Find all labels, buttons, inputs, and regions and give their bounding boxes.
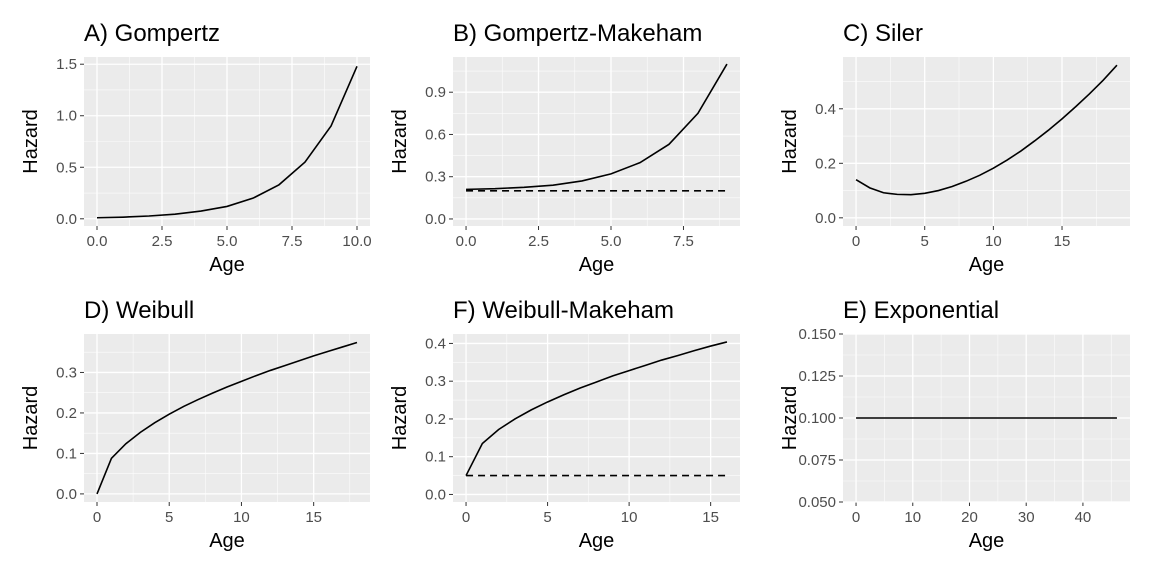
x-axis-title: Age xyxy=(209,530,245,552)
y-tick-label: 1.5 xyxy=(56,56,77,73)
y-tick-label: 0.125 xyxy=(798,368,836,385)
panel-background xyxy=(84,334,370,502)
panel-background xyxy=(843,57,1130,226)
chart-panel: 0 5 10 15 0.0 0.2 0.4 C) Siler Age Hazard xyxy=(779,20,1130,276)
x-tick-label: 2.5 xyxy=(528,233,549,250)
panel-title: A) Gompertz xyxy=(84,20,220,47)
panel-background xyxy=(453,57,740,226)
hazard-curve xyxy=(465,341,728,476)
y-tick-label: 0.6 xyxy=(425,126,446,143)
x-tick-label: 0 xyxy=(93,509,101,526)
x-tick-label: 10 xyxy=(985,233,1002,250)
x-tick-label: 5.0 xyxy=(217,233,238,250)
panel-title: B) Gompertz-Makeham xyxy=(453,20,702,47)
hazard-curve xyxy=(466,63,728,191)
y-tick-label: 0.3 xyxy=(56,364,77,381)
y-tick-label: 0.0 xyxy=(56,486,77,503)
y-tick-label: 0.3 xyxy=(425,373,446,390)
y-tick-label: 0.5 xyxy=(56,159,77,176)
x-tick-label: 5 xyxy=(921,233,929,250)
x-tick-label: 15 xyxy=(1054,233,1071,250)
x-tick-label: 5.0 xyxy=(601,233,622,250)
y-tick-label: 0.075 xyxy=(798,452,836,469)
y-tick-label: 0.3 xyxy=(425,169,446,186)
y-tick-label: 0.150 xyxy=(798,326,836,343)
x-axis-title: Age xyxy=(969,254,1005,276)
x-tick-label: 0.0 xyxy=(456,233,477,250)
y-axis-title: Hazard xyxy=(20,109,42,173)
x-axis-title: Age xyxy=(579,530,615,552)
x-axis-title: Age xyxy=(969,530,1005,552)
x-tick-label: 10 xyxy=(233,509,250,526)
y-tick-label: 0.050 xyxy=(798,494,836,511)
panel-title: F) Weibull-Makeham xyxy=(453,297,674,324)
x-tick-label: 10 xyxy=(904,509,921,526)
x-tick-label: 0.0 xyxy=(87,233,108,250)
y-axis-title: Hazard xyxy=(20,386,42,450)
chart-panel: 0.0 2.5 5.0 7.5 10.0 0.0 0.5 1.0 1.5 A) Gompertz A… xyxy=(20,20,372,276)
x-tick-label: 0 xyxy=(852,509,860,526)
y-axis-title: Hazard xyxy=(389,109,411,173)
y-tick-label: 0.4 xyxy=(815,101,836,118)
y-axis-title: Hazard xyxy=(779,386,801,450)
panel-title: E) Exponential xyxy=(843,297,999,324)
x-tick-label: 2.5 xyxy=(152,233,173,250)
hazard-curve xyxy=(96,341,358,495)
y-tick-label: 0.1 xyxy=(56,445,77,462)
y-tick-label: 0.0 xyxy=(815,210,836,227)
y-tick-label: 0.2 xyxy=(56,405,77,422)
y-tick-label: 0.2 xyxy=(815,155,836,172)
chart-panel: 0 5 10 15 0.0 0.1 0.2 0.3 0.4 F) Weibull-Makeham A… xyxy=(389,297,740,552)
hazard-curve xyxy=(96,65,358,219)
y-tick-label: 0.100 xyxy=(798,410,836,427)
x-tick-label: 5 xyxy=(543,509,551,526)
y-axis-title: Hazard xyxy=(389,386,411,450)
x-tick-label: 0 xyxy=(462,509,470,526)
y-tick-label: 0.0 xyxy=(56,211,77,228)
chart-panel: 0 5 10 15 0.0 0.1 0.2 0.3 D) Weibull Age Hazard xyxy=(20,297,370,552)
x-tick-label: 40 xyxy=(1075,509,1092,526)
x-tick-label: 10 xyxy=(621,509,638,526)
x-tick-label: 20 xyxy=(961,509,978,526)
x-tick-label: 0 xyxy=(852,233,860,250)
x-axis-title: Age xyxy=(579,254,615,276)
x-axis-title: Age xyxy=(209,254,245,276)
panel-background xyxy=(453,334,740,502)
x-tick-label: 10.0 xyxy=(342,233,371,250)
y-tick-label: 0.1 xyxy=(425,449,446,466)
y-tick-label: 0.0 xyxy=(425,211,446,228)
y-tick-label: 0.9 xyxy=(425,84,446,101)
hazard-curve xyxy=(855,64,1118,196)
chart-panel: 0.0 2.5 5.0 7.5 0.0 0.3 0.6 0.9 B) Gompertz-Make… xyxy=(389,20,740,276)
y-tick-label: 0.2 xyxy=(425,411,446,428)
y-tick-label: 0.4 xyxy=(425,335,446,352)
y-tick-label: 0.0 xyxy=(425,486,446,503)
x-tick-label: 7.5 xyxy=(673,233,694,250)
y-axis-title: Hazard xyxy=(779,109,801,173)
x-tick-label: 7.5 xyxy=(282,233,303,250)
panel-title: D) Weibull xyxy=(84,297,194,324)
chart-panel: 0 10 20 30 40 0.050 0.075 0.100 0.125 0.150 E) Exp… xyxy=(779,297,1130,552)
y-tick-label: 1.0 xyxy=(56,108,77,125)
x-tick-label: 30 xyxy=(1018,509,1035,526)
x-tick-label: 15 xyxy=(305,509,322,526)
x-tick-label: 15 xyxy=(702,509,719,526)
panel-title: C) Siler xyxy=(843,20,923,47)
x-tick-label: 5 xyxy=(165,509,173,526)
